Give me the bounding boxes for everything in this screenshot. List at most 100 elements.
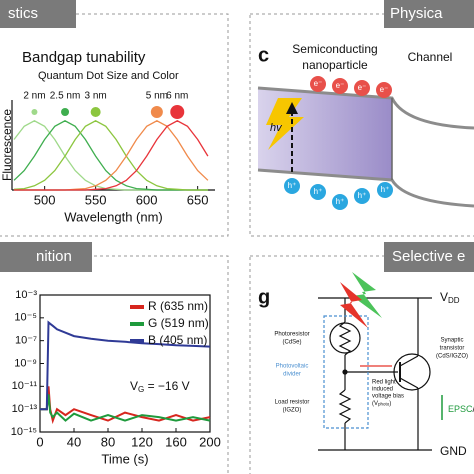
legend-label: 2 nm xyxy=(23,91,45,102)
header-bar xyxy=(384,0,474,28)
electron xyxy=(354,80,370,96)
load-label: (IGZO) xyxy=(283,408,302,414)
vdd-main: V xyxy=(440,290,448,304)
x-tick-label: 550 xyxy=(85,192,107,207)
legend-label: R (635 nm) xyxy=(148,299,208,313)
photon-label: hv xyxy=(270,122,283,134)
legend-label: 5 nm xyxy=(146,91,168,102)
hole xyxy=(377,182,393,198)
quantum-dot xyxy=(170,105,185,119)
resistor xyxy=(338,389,352,424)
panel-frame xyxy=(249,13,474,237)
output-slash: / xyxy=(473,404,474,414)
hole xyxy=(284,178,300,194)
photoresistor-label: (CdSe) xyxy=(282,340,301,346)
arrow-head xyxy=(286,102,298,114)
load-label: Load resistor xyxy=(275,400,310,406)
annotation: VG = −16 V xyxy=(130,379,190,394)
legend-label: B (405 nm) xyxy=(148,333,207,347)
bias-close: ) xyxy=(389,401,391,407)
panel-header: nition xyxy=(36,248,72,265)
electron xyxy=(376,82,392,98)
circuit-labels: g VDD GND Photoresistor (CdSe) Photovolt… xyxy=(258,286,474,458)
electron-label: e⁻ xyxy=(314,79,323,88)
divider-label: Photovoltaic xyxy=(276,364,309,370)
y-tick-label: 10⁻³ xyxy=(15,289,37,301)
y-tick-label: 10⁻¹³ xyxy=(12,403,38,415)
panel-header: stics xyxy=(8,5,38,22)
series-line xyxy=(13,120,208,191)
panel-label: c xyxy=(258,44,269,66)
light-green xyxy=(352,272,382,318)
x-tick-label: 500 xyxy=(34,192,56,207)
electron-label: e⁻ xyxy=(358,83,367,92)
y-tick-label: 10⁻¹⁵ xyxy=(11,426,37,438)
vdd-label: VDD xyxy=(440,290,460,305)
hole-label: h⁺ xyxy=(314,187,323,196)
hole-label: h⁺ xyxy=(381,185,390,194)
y-tick-label: 10⁻⁹ xyxy=(14,357,37,369)
hole-label: h⁺ xyxy=(336,197,345,206)
annotation-rest: = −16 V xyxy=(144,379,189,393)
x-tick-label: 40 xyxy=(67,434,81,449)
transistor-lead xyxy=(399,377,419,389)
header-bar xyxy=(0,242,92,272)
x-axis-label: Time (s) xyxy=(101,451,148,466)
hole-label: h⁺ xyxy=(288,181,297,190)
chart-subtitle: Quantum Dot Size and Color xyxy=(38,70,179,82)
output-epsc: EPSC xyxy=(448,404,473,414)
panel-header: Physica xyxy=(390,5,443,22)
vdd-sub: DD xyxy=(448,296,460,305)
annotation-main: V xyxy=(130,379,138,393)
region-label: Semiconducting xyxy=(292,42,377,56)
y-tick-label: 10⁻⁵ xyxy=(14,312,37,324)
photoresistor-label: Photoresistor xyxy=(274,332,309,338)
series-line xyxy=(13,120,208,191)
output-label: EPSC/IP xyxy=(448,404,474,414)
panel-header: Selective e xyxy=(392,248,465,265)
x-tick-label: 0 xyxy=(36,434,43,449)
resistor xyxy=(338,321,352,356)
band-diagram: c Semiconducting nanoparticle Channel hv xyxy=(257,42,474,208)
panel-frame xyxy=(249,255,474,474)
region-label: nanoparticle xyxy=(302,58,368,72)
series-line xyxy=(13,120,208,191)
transistor-label: transistor xyxy=(440,346,465,352)
gnd-label: GND xyxy=(440,444,467,458)
legend-label: G (519 nm) xyxy=(148,316,209,330)
annotation-sub: G xyxy=(138,385,144,394)
y-tick-label: 10⁻⁷ xyxy=(15,335,37,347)
quantum-dot xyxy=(31,109,38,115)
series-line xyxy=(40,394,211,422)
y-tick-label: 10⁻¹¹ xyxy=(12,380,38,392)
bias-sub: photo xyxy=(378,402,390,407)
x-tick-label: 650 xyxy=(187,192,209,207)
transistor-label: (CdS/IGZO) xyxy=(436,354,468,360)
x-axis-label: Wavelength (nm) xyxy=(64,209,163,224)
legend-label: 6 nm xyxy=(166,91,188,102)
panel-frame xyxy=(0,255,229,474)
electron xyxy=(332,78,348,94)
x-tick-label: 200 xyxy=(199,434,221,449)
bias-open: (V xyxy=(372,401,378,407)
y-axis-label: Fluorescence xyxy=(0,109,14,181)
x-tick-label: 600 xyxy=(136,192,158,207)
legend-label: 2.5 nm xyxy=(50,91,81,102)
chart-title: Bandgap tunability xyxy=(22,49,146,66)
header-bar xyxy=(384,242,474,272)
hole xyxy=(354,188,370,204)
transistor-lead xyxy=(399,355,419,367)
x-tick-label: 120 xyxy=(131,434,153,449)
x-tick-label: 80 xyxy=(101,434,115,449)
bias-label: Red light- xyxy=(372,380,398,386)
electron xyxy=(310,76,326,92)
transistor-label: Synaptic xyxy=(440,338,463,344)
bias-label: induced xyxy=(372,387,393,393)
x-tick-label: 160 xyxy=(165,434,187,449)
hole xyxy=(332,194,348,210)
hole-label: h⁺ xyxy=(358,191,367,200)
light-red xyxy=(340,282,368,328)
series-line xyxy=(14,120,209,191)
quantum-dot xyxy=(150,106,163,118)
